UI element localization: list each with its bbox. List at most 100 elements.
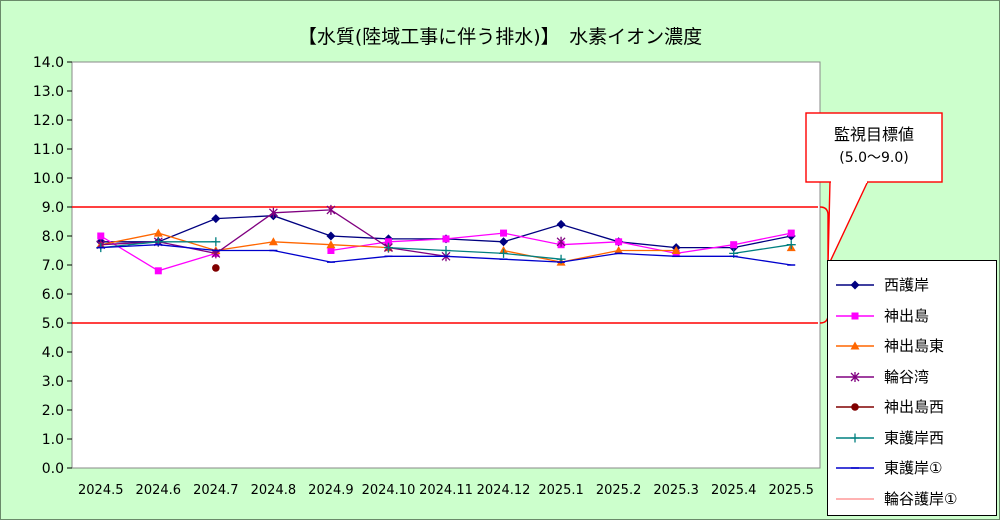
callout-title: 監視目標値 <box>834 125 914 144</box>
legend-swatch <box>836 403 874 411</box>
data-point <box>383 243 393 253</box>
x-tick-label: 2025.3 <box>653 483 699 498</box>
series-layer <box>96 204 796 275</box>
data-point <box>326 240 336 249</box>
y-tick-label: 5.0 <box>42 316 64 332</box>
data-point <box>384 238 392 246</box>
legend-swatch <box>836 433 874 442</box>
legend-item: 西護岸 <box>828 270 996 300</box>
legend-item: 神出島 <box>828 301 996 331</box>
data-point <box>851 312 859 319</box>
legend-label: 西護岸 <box>884 276 930 294</box>
legend-swatch <box>836 497 874 500</box>
callout-box <box>805 112 943 183</box>
data-point <box>326 231 336 241</box>
legend-label: 輪谷湾 <box>884 367 930 386</box>
y-tick-label: 8.0 <box>42 229 64 245</box>
legend-label: 神出島東 <box>884 337 945 355</box>
data-point <box>556 236 566 247</box>
data-point <box>556 219 566 229</box>
data-point <box>268 207 278 218</box>
data-point <box>97 232 105 240</box>
data-point <box>154 267 162 275</box>
data-point <box>153 228 163 237</box>
y-tick-label: 10.0 <box>33 171 64 187</box>
x-tick-label: 2024.12 <box>477 483 531 498</box>
data-point <box>850 371 860 382</box>
x-tick-label: 2024.6 <box>136 483 182 498</box>
legend-label: 神出島西 <box>884 398 945 416</box>
legend-item: 東護岸西 <box>828 423 996 453</box>
y-tick-label: 7.0 <box>42 258 64 274</box>
data-point <box>442 235 450 243</box>
x-tick-label: 2024.9 <box>308 483 354 498</box>
legend-label: 輪谷護岸① <box>884 489 958 508</box>
y-tick-label: 3.0 <box>42 374 64 390</box>
legend-item: 東護岸① <box>828 453 996 483</box>
legend-swatch <box>836 341 874 350</box>
legend-label: 東護岸西 <box>884 428 945 447</box>
data-point <box>327 247 335 254</box>
legend-swatch <box>836 467 874 469</box>
y-tick-label: 4.0 <box>42 345 64 361</box>
y-tick-label: 14.0 <box>33 55 64 71</box>
y-tick-label: 2.0 <box>42 403 64 419</box>
y-tick-label: 1.0 <box>42 432 64 448</box>
chart-title: 【水質(陸域工事に伴う排水)】 水素イオン濃度 <box>297 26 703 48</box>
legend-item: 輪谷護岸① <box>828 484 996 514</box>
y-tick-label: 6.0 <box>42 287 64 303</box>
x-tick-label: 2024.10 <box>362 483 416 498</box>
legend-swatch <box>836 371 874 382</box>
data-point <box>787 229 795 237</box>
axis-layer: 0.0 1.0 2.0 3.0 4.0 5.0 6.0 7.0 8.0 9.0 10.0 11.0 12… <box>33 55 814 498</box>
data-point <box>850 433 860 442</box>
legend-label: 東護岸① <box>884 459 943 477</box>
legend-item: 輪谷湾 <box>828 362 996 392</box>
data-point <box>786 240 796 250</box>
data-point <box>499 248 509 258</box>
data-point <box>268 237 278 246</box>
data-point <box>500 229 508 237</box>
plot-area <box>71 61 821 469</box>
legend-label: 神出島 <box>884 306 930 325</box>
x-tick-label: 2024.8 <box>251 483 297 498</box>
data-point <box>441 246 451 255</box>
data-point <box>212 264 220 272</box>
data-point <box>851 403 859 411</box>
legend-item: 神出島西 <box>828 392 996 422</box>
x-tick-label: 2025.2 <box>596 483 642 498</box>
y-tick-label: 0.0 <box>42 461 64 477</box>
data-point <box>730 241 738 249</box>
standard-layer <box>72 206 818 324</box>
data-point <box>499 237 509 247</box>
y-tick-label: 9.0 <box>42 200 64 216</box>
x-tick-label: 2024.7 <box>193 483 239 498</box>
data-point <box>615 238 623 246</box>
series-7 <box>96 243 796 266</box>
data-point <box>850 341 860 350</box>
x-tick-label: 2024.5 <box>78 483 124 498</box>
series-5 <box>212 264 220 272</box>
series-line <box>100 232 389 252</box>
series-line <box>733 244 792 255</box>
legend-swatch <box>836 280 874 290</box>
data-point <box>850 280 860 290</box>
data-point <box>211 237 221 247</box>
callout-range: (5.0～9.0) <box>839 150 908 166</box>
series-line <box>388 246 562 260</box>
y-tick-label: 13.0 <box>33 84 64 100</box>
x-tick-label: 2025.4 <box>711 483 757 498</box>
x-tick-label: 2025.5 <box>768 483 814 498</box>
data-point <box>671 246 681 254</box>
y-tick-label: 12.0 <box>33 113 64 129</box>
series-6 <box>96 237 796 264</box>
legend: 西護岸神出島神出島東輪谷湾神出島西東護岸西東護岸① 輪谷護岸① <box>827 260 997 516</box>
legend-swatch <box>836 312 874 319</box>
data-point <box>614 246 624 254</box>
legend-item: 神出島東 <box>828 331 996 361</box>
callout-pointer <box>827 180 869 267</box>
y-tick-label: 11.0 <box>33 142 64 158</box>
x-tick-label: 2024.11 <box>419 483 473 498</box>
data-point <box>211 214 221 224</box>
x-tick-label: 2025.1 <box>538 483 584 498</box>
